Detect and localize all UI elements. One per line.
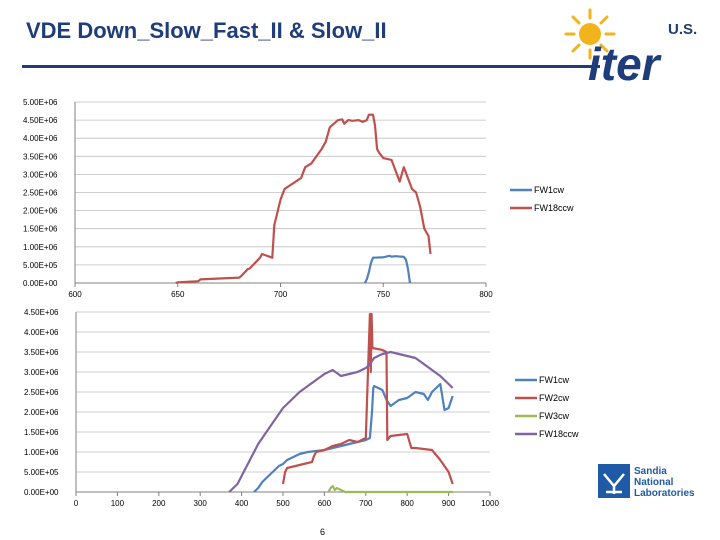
bottom-series-fw18ccw bbox=[228, 350, 454, 493]
bottom-xtick-label: 700 bbox=[359, 499, 373, 508]
sandia-line-1: Sandia bbox=[634, 466, 667, 477]
top-legend-label: FW1cw bbox=[534, 185, 564, 195]
top-xtick-label: 750 bbox=[377, 290, 391, 299]
top-ytick-label: 5.00E+06 bbox=[23, 98, 58, 107]
page-number: 6 bbox=[320, 527, 326, 537]
sun-icon bbox=[564, 8, 616, 60]
top-ytick-label: 2.50E+06 bbox=[23, 189, 58, 198]
iter-logo: iter U.S. bbox=[564, 8, 697, 84]
bottom-xtick-label: 1000 bbox=[481, 499, 499, 508]
top-ytick-label: 1.50E+06 bbox=[23, 225, 58, 234]
bottom-series-fw2cw bbox=[281, 312, 454, 485]
bottom-xtick-label: 100 bbox=[111, 499, 125, 508]
top-xtick-label: 700 bbox=[274, 290, 288, 299]
top-ytick-label: 3.00E+06 bbox=[23, 170, 58, 179]
bottom-ytick-label: 3.00E+06 bbox=[24, 368, 59, 377]
bottom-ytick-label: 2.50E+06 bbox=[24, 388, 59, 397]
bottom-xtick-label: 200 bbox=[152, 499, 166, 508]
bottom-ytick-label: 4.00E+06 bbox=[24, 328, 59, 337]
top-ytick-label: 4.00E+06 bbox=[23, 134, 58, 143]
top-series-fw18ccw bbox=[175, 113, 432, 285]
bottom-ytick-label: 5.00E+05 bbox=[24, 468, 59, 477]
bottom-xtick-label: 0 bbox=[74, 499, 79, 508]
top-ytick-label: 2.00E+06 bbox=[23, 207, 58, 216]
top-xtick-label: 650 bbox=[171, 290, 185, 299]
iter-wordmark: iter bbox=[588, 38, 662, 84]
top-ytick-label: 5.00E+05 bbox=[23, 261, 58, 270]
top-ytick-label: 1.00E+06 bbox=[23, 243, 58, 252]
bottom-ytick-label: 1.50E+06 bbox=[24, 428, 59, 437]
bottom-ytick-label: 4.50E+06 bbox=[24, 308, 59, 317]
sandia-line-3: Laboratories bbox=[634, 488, 695, 499]
bottom-legend-label: FW2cw bbox=[539, 393, 569, 403]
bottom-xtick-label: 400 bbox=[235, 499, 249, 508]
top-ytick-label: 3.50E+06 bbox=[23, 152, 58, 161]
bottom-xtick-label: 600 bbox=[318, 499, 332, 508]
bottom-legend-label: FW18ccw bbox=[539, 429, 579, 439]
sandia-logo: Sandia National Laboratories bbox=[598, 464, 695, 499]
slide-title: VDE Down_Slow_Fast_II & Slow_II bbox=[26, 18, 387, 43]
bottom-ytick-label: 1.00E+06 bbox=[24, 448, 59, 457]
top-xtick-label: 600 bbox=[68, 290, 82, 299]
bottom-xtick-label: 800 bbox=[401, 499, 415, 508]
top-xtick-label: 800 bbox=[479, 290, 493, 299]
top-ytick-label: 0.00E+00 bbox=[23, 279, 58, 288]
title-underline bbox=[22, 65, 600, 68]
bottom-series-fw3cw bbox=[327, 484, 453, 494]
chart-top: 0.00E+00 5.00E+05 1.00E+06 1.50E+06 2.00E+06… bbox=[23, 98, 574, 299]
top-legend-label: FW18ccw bbox=[534, 203, 574, 213]
bottom-ytick-label: 3.50E+06 bbox=[24, 348, 59, 357]
bottom-xtick-label: 900 bbox=[442, 499, 456, 508]
bottom-ytick-label: 0.00E+00 bbox=[24, 488, 59, 497]
bottom-xtick-label: 300 bbox=[194, 499, 208, 508]
top-series-fw1cw bbox=[363, 254, 412, 284]
bottom-ytick-label: 2.00E+06 bbox=[24, 408, 59, 417]
bottom-legend-label: FW1cw bbox=[539, 375, 569, 385]
top-ytick-label: 4.50E+06 bbox=[23, 116, 58, 125]
bottom-legend-label: FW3cw bbox=[539, 411, 569, 421]
sandia-line-2: National bbox=[634, 477, 674, 488]
bottom-xtick-label: 500 bbox=[276, 499, 290, 508]
iter-us-label: U.S. bbox=[668, 21, 697, 38]
